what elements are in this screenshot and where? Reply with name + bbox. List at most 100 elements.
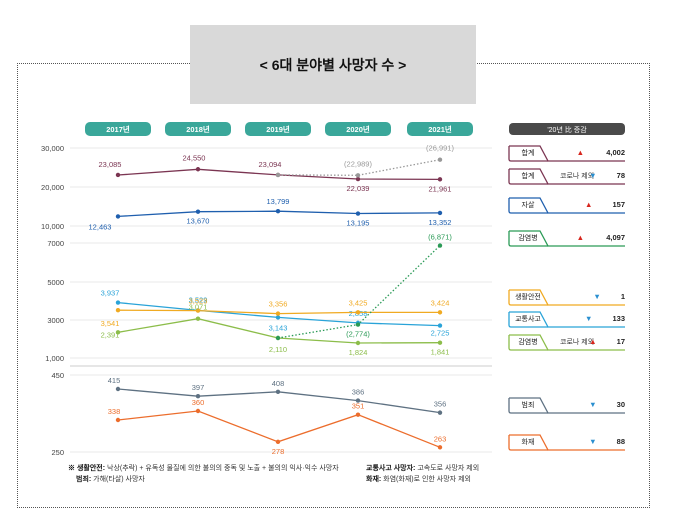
data-point: [115, 386, 121, 392]
data-point: [437, 340, 443, 345]
data-label: 351: [352, 402, 365, 411]
legend-label: 감염병: [518, 337, 537, 346]
data-label: 22,039: [347, 184, 370, 193]
year-pill: [325, 122, 391, 136]
data-label: 3,356: [269, 300, 288, 309]
footnote-2-text: 고속도로 사망자 제외: [417, 465, 480, 472]
y-tick-label: 10,000: [41, 222, 64, 231]
footnote-3: 범죄: 가해(타살) 사망자: [76, 474, 145, 484]
legend-value: 4,002: [606, 148, 625, 157]
data-point: [355, 340, 361, 346]
data-label: 263: [434, 434, 447, 443]
data-point: [275, 315, 281, 320]
data-point: [437, 210, 443, 216]
data-label: 3,937: [101, 289, 120, 298]
legend-label: 교통사고: [515, 314, 541, 323]
legend-arrow-icon: ▲: [577, 148, 584, 157]
y-tick-label: 250: [51, 448, 64, 457]
legend-bracket-left: [508, 231, 548, 247]
y-tick-label: 1,000: [45, 354, 64, 363]
data-label: 3,523: [189, 297, 208, 306]
footnote-4: 화재: 화염(화재)로 인한 사망자 제외: [366, 474, 471, 484]
data-point: [437, 157, 443, 162]
data-label: 360: [192, 398, 205, 407]
data-label: (22,989): [344, 159, 372, 168]
data-label: 3,425: [349, 298, 368, 307]
legend-arrow-icon: ▼: [585, 314, 592, 323]
data-point: [355, 176, 361, 182]
legend-label: 합계: [522, 148, 535, 157]
data-label: 24,550: [183, 153, 206, 162]
legend-bracket-left: [508, 335, 548, 351]
y-tick-label: 3000: [47, 316, 64, 325]
data-point: [355, 398, 361, 403]
legend-value: 88: [617, 437, 625, 446]
legend-sublabel: 코로나 제외: [560, 171, 594, 180]
data-label: 3,529: [189, 295, 208, 304]
legend-value: 1: [621, 292, 625, 301]
legend-value: 78: [617, 171, 625, 180]
year-pill: [165, 122, 231, 136]
x-tick-label: 2018년: [186, 124, 210, 134]
footnote-1: ※ 생활안전: 낙상(추락) + 유독성 물질에 의한 불의의 중독 및 노출 …: [68, 463, 339, 473]
legend-bracket: [509, 145, 625, 162]
y-tick-label: 30,000: [41, 144, 64, 153]
legend-label: 생활안전: [515, 292, 541, 301]
data-label: 13,799: [267, 197, 290, 206]
data-point: [275, 389, 281, 394]
legend-bracket: [509, 397, 625, 414]
legend-sublabel: 코로나 제외: [560, 337, 594, 346]
data-point: [195, 209, 201, 214]
data-point: [355, 211, 361, 216]
x-tick-label: 2017년: [106, 124, 130, 134]
data-label: 3,424: [431, 298, 450, 307]
data-label: 21,961: [429, 184, 452, 193]
data-point: [275, 311, 281, 316]
data-label: 13,195: [347, 219, 370, 228]
legend-bracket-left: [508, 146, 548, 162]
data-point: [275, 208, 281, 214]
data-point: [275, 172, 281, 178]
data-label: (2,774): [346, 330, 370, 339]
data-point: [437, 445, 443, 450]
year-pill: [407, 122, 473, 136]
legend-arrow-icon: ▼: [589, 171, 596, 180]
legend-value: 133: [612, 314, 625, 323]
x-tick-label: 2019년: [266, 124, 290, 134]
data-label: 1,824: [349, 348, 368, 357]
data-label: 13,352: [429, 218, 452, 227]
legend-value: 157: [612, 200, 625, 209]
legend-label: 화재: [522, 438, 535, 446]
legend-bracket-left: [508, 435, 548, 451]
data-label: 23,085: [99, 160, 122, 169]
data-label: 3,541: [101, 319, 120, 328]
data-point: [195, 167, 201, 172]
data-label: 415: [108, 376, 121, 385]
legend-value: 30: [617, 400, 625, 409]
footnote-2-key: 교통사고 사망자:: [366, 465, 416, 472]
year-pill: [245, 122, 311, 136]
footnote-1-key: ※ 생활안전:: [68, 465, 106, 472]
data-point: [355, 412, 361, 417]
data-label: 278: [272, 447, 285, 456]
legend-bracket-left: [508, 312, 548, 328]
legend-arrow-icon: ▲: [577, 233, 584, 242]
legend-arrow-icon: ▲: [585, 200, 592, 209]
legend-value: 17: [617, 337, 625, 346]
legend-label: 자살: [522, 200, 535, 209]
data-label: 2,391: [101, 330, 120, 339]
data-point: [195, 308, 201, 313]
footnote-4-key: 화재:: [366, 476, 382, 483]
data-point: [437, 410, 443, 415]
legend-bracket: [509, 434, 625, 451]
data-point: [437, 243, 443, 248]
legend-header-bg: [509, 123, 625, 135]
footnote-3-key: 범죄:: [76, 476, 92, 483]
data-point: [275, 335, 281, 341]
data-point: [115, 214, 121, 219]
data-label: 3,143: [269, 323, 288, 332]
footnote-4-text: 화염(화재)로 인한 사망자 제외: [383, 476, 471, 483]
legend-bracket: [509, 334, 625, 351]
legend-value: 4,097: [606, 233, 625, 242]
